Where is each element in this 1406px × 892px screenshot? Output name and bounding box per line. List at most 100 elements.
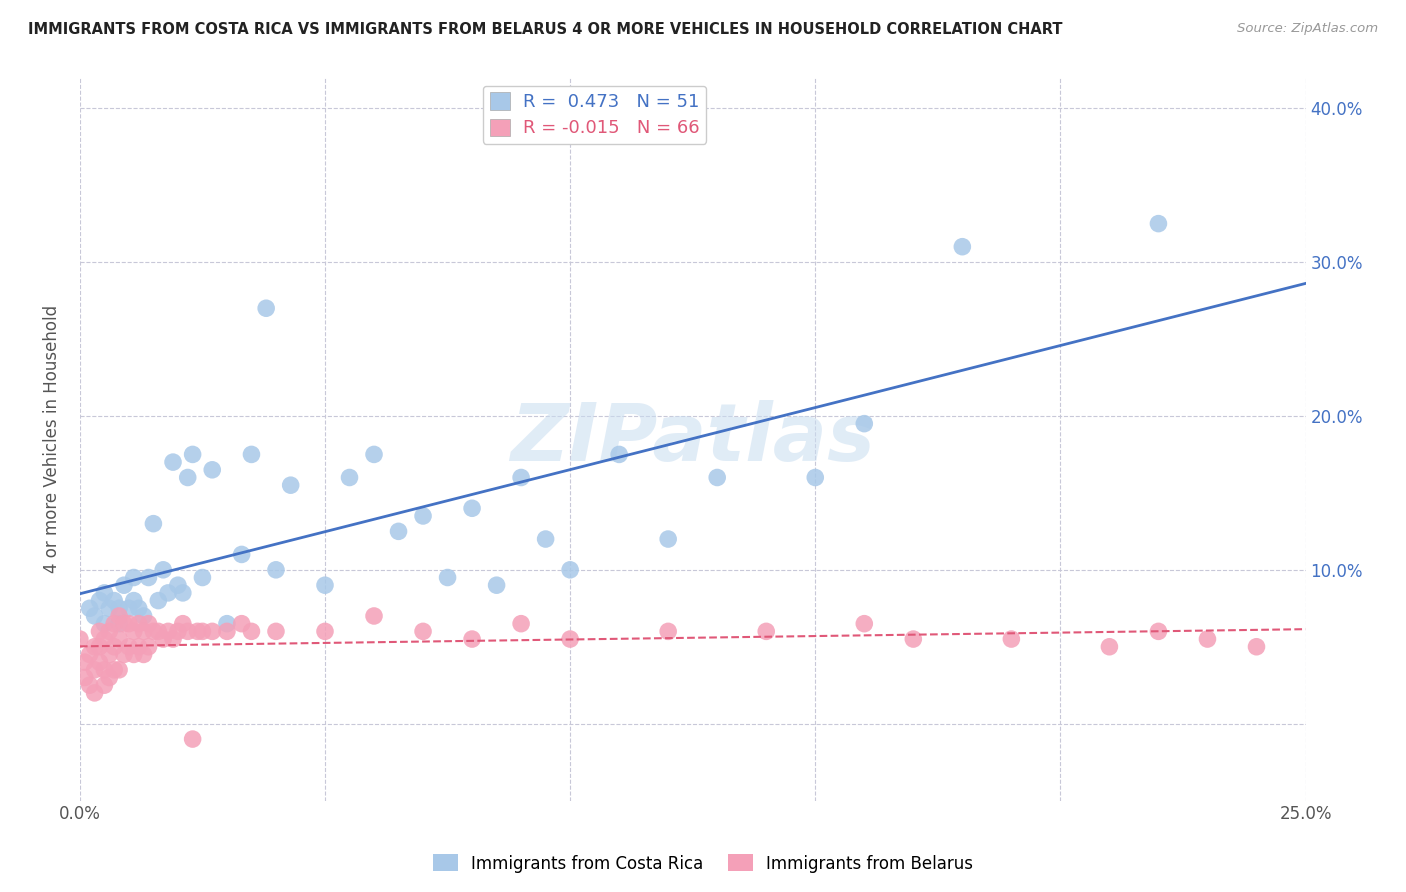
Point xyxy=(112,648,135,662)
Point xyxy=(162,455,184,469)
Point xyxy=(181,447,204,461)
Point xyxy=(93,663,115,677)
Point xyxy=(157,586,180,600)
Point xyxy=(148,624,170,639)
Point xyxy=(79,601,101,615)
Text: IMMIGRANTS FROM COSTA RICA VS IMMIGRANTS FROM BELARUS 4 OR MORE VEHICLES IN HOUS: IMMIGRANTS FROM COSTA RICA VS IMMIGRANTS… xyxy=(28,22,1063,37)
Point xyxy=(83,686,105,700)
Point xyxy=(93,678,115,692)
Point xyxy=(177,470,200,484)
Y-axis label: 4 or more Vehicles in Household: 4 or more Vehicles in Household xyxy=(44,305,60,573)
Point xyxy=(128,640,150,654)
Point xyxy=(215,616,238,631)
Point xyxy=(103,640,125,654)
Point xyxy=(853,417,876,431)
Point xyxy=(103,616,125,631)
Point xyxy=(186,624,208,639)
Point xyxy=(89,640,111,654)
Point xyxy=(83,663,105,677)
Point xyxy=(118,601,141,615)
Point xyxy=(363,447,385,461)
Point xyxy=(103,593,125,607)
Point xyxy=(177,624,200,639)
Point xyxy=(98,624,121,639)
Point xyxy=(1147,624,1170,639)
Point xyxy=(89,624,111,639)
Point xyxy=(69,632,91,646)
Point xyxy=(132,609,155,624)
Point xyxy=(138,616,160,631)
Point xyxy=(231,616,253,631)
Point xyxy=(903,632,925,646)
Point xyxy=(950,240,973,254)
Text: ZIPatlas: ZIPatlas xyxy=(510,400,875,478)
Text: Source: ZipAtlas.com: Source: ZipAtlas.com xyxy=(1237,22,1378,36)
Point xyxy=(1147,217,1170,231)
Point xyxy=(73,655,96,669)
Point xyxy=(152,563,174,577)
Point xyxy=(103,663,125,677)
Point xyxy=(215,624,238,639)
Point xyxy=(191,570,214,584)
Point xyxy=(98,671,121,685)
Point xyxy=(339,470,361,484)
Point xyxy=(112,578,135,592)
Legend: Immigrants from Costa Rica, Immigrants from Belarus: Immigrants from Costa Rica, Immigrants f… xyxy=(426,847,980,880)
Point xyxy=(93,586,115,600)
Point xyxy=(83,609,105,624)
Point xyxy=(132,624,155,639)
Point xyxy=(314,624,336,639)
Point xyxy=(1000,632,1022,646)
Point xyxy=(201,624,224,639)
Point xyxy=(231,548,253,562)
Point xyxy=(138,570,160,584)
Point xyxy=(108,632,131,646)
Point xyxy=(172,586,194,600)
Point xyxy=(118,640,141,654)
Point xyxy=(657,532,679,546)
Point xyxy=(79,678,101,692)
Point xyxy=(112,616,135,631)
Point xyxy=(83,640,105,654)
Point xyxy=(138,640,160,654)
Point xyxy=(93,632,115,646)
Point xyxy=(89,655,111,669)
Point xyxy=(122,648,145,662)
Point xyxy=(1197,632,1219,646)
Point xyxy=(436,570,458,584)
Point xyxy=(89,593,111,607)
Point xyxy=(363,609,385,624)
Point xyxy=(534,532,557,546)
Point xyxy=(128,616,150,631)
Point xyxy=(485,578,508,592)
Point xyxy=(172,616,194,631)
Point xyxy=(79,648,101,662)
Point xyxy=(191,624,214,639)
Point xyxy=(510,616,533,631)
Point xyxy=(240,447,263,461)
Point xyxy=(73,671,96,685)
Point xyxy=(461,632,484,646)
Point xyxy=(122,593,145,607)
Point xyxy=(387,524,409,539)
Point xyxy=(167,624,190,639)
Point xyxy=(607,447,630,461)
Point xyxy=(412,508,434,523)
Point xyxy=(1246,640,1268,654)
Point xyxy=(853,616,876,631)
Point xyxy=(240,624,263,639)
Point xyxy=(142,624,165,639)
Legend: R =  0.473   N = 51, R = -0.015   N = 66: R = 0.473 N = 51, R = -0.015 N = 66 xyxy=(484,86,706,144)
Point xyxy=(167,578,190,592)
Point xyxy=(461,501,484,516)
Point xyxy=(1098,640,1121,654)
Point xyxy=(162,632,184,646)
Point xyxy=(558,563,581,577)
Point xyxy=(706,470,728,484)
Point xyxy=(108,663,131,677)
Point xyxy=(148,593,170,607)
Point xyxy=(510,470,533,484)
Point xyxy=(412,624,434,639)
Point xyxy=(108,601,131,615)
Point xyxy=(264,624,287,639)
